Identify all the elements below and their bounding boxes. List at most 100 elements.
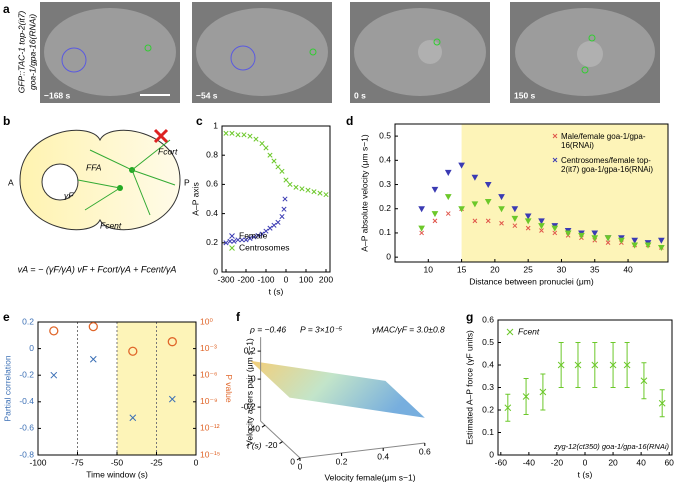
point (574, 361, 582, 369)
point (578, 232, 585, 239)
panel-label: d (346, 114, 353, 128)
point (281, 206, 287, 212)
legend-marker (552, 157, 558, 163)
x-tick-label: -100 (29, 457, 46, 467)
point (525, 225, 531, 231)
point (282, 196, 288, 202)
point (271, 222, 277, 228)
point (511, 206, 519, 213)
y-tick-label: 1 (213, 120, 218, 130)
point (168, 395, 176, 403)
point (323, 192, 329, 198)
point (317, 190, 323, 196)
y-axis-label: A–P absolute velocity (μm s−1) (359, 134, 369, 252)
y-tick-label: 0 (29, 343, 34, 353)
point (444, 169, 452, 176)
point (498, 194, 505, 201)
point (538, 218, 545, 225)
x-tick-label: 0.2 (336, 456, 348, 466)
point (223, 130, 229, 136)
y-tick-label: 0.1 (482, 427, 494, 437)
y-tick-label: 0.5 (379, 130, 391, 140)
x-tick-label: -50 (111, 457, 124, 467)
x-tick-label: -300 (217, 274, 234, 284)
y2-tick-label: 10⁻⁹ (200, 396, 218, 406)
point (227, 238, 233, 244)
legend-marker (506, 328, 514, 336)
x-tick-label: 0 (298, 461, 303, 471)
point (418, 206, 425, 213)
x-tick-label: -40 (523, 457, 536, 467)
x-tick-label: 10 (424, 264, 434, 274)
y-tick-label: 0.4 (482, 359, 494, 369)
x-tick-label: 30 (557, 264, 567, 274)
point (640, 377, 648, 385)
point (267, 225, 273, 231)
point (618, 237, 625, 244)
x-tick-label: 0 (194, 457, 199, 467)
point (293, 184, 299, 190)
y-tick-label: 0.2 (206, 237, 218, 247)
diagram-label: P (184, 177, 190, 187)
z-tick-label: 0 (251, 373, 256, 383)
point (591, 230, 599, 237)
x-tick-label: 15 (457, 264, 467, 274)
panel-label: f (236, 310, 241, 324)
x-tick-label: 0 (583, 457, 588, 467)
y-tick-label: 0.5 (482, 337, 494, 347)
point (275, 219, 281, 225)
z-tick-label: 0.2 (244, 345, 256, 355)
x-axis-label: t (s) (269, 286, 284, 296)
point (299, 186, 305, 192)
diagram-label: FFA (86, 162, 102, 172)
point (263, 145, 269, 151)
panel-label: g (466, 310, 473, 324)
legend-label: Centrosomes (239, 242, 290, 252)
y-tick-label: 0.1 (379, 227, 391, 237)
y2-tick-label: 10⁻¹⁵ (200, 449, 220, 459)
y-axis-label: Partial correlation (2, 355, 12, 421)
point (235, 132, 241, 138)
diagram-label: A (8, 177, 14, 187)
legend-label: Male/female goa-1/gpa-16(RNAi) (561, 132, 646, 150)
legend-marker (552, 133, 558, 139)
point (605, 240, 611, 245)
point (538, 223, 545, 230)
point (275, 164, 281, 170)
point (253, 136, 259, 142)
x-tick-label: -60 (495, 457, 508, 467)
point (251, 234, 257, 240)
point (657, 237, 665, 244)
legend-label: Fcent (518, 326, 540, 336)
point (522, 393, 530, 400)
diagram-label: Fcent (100, 220, 122, 230)
y-tick-label: 0.3 (379, 179, 391, 189)
y2-tick-label: 10⁰ (200, 316, 213, 326)
y-tick-label: 0.4 (379, 155, 391, 165)
y-axis-label: A–P axis (190, 182, 200, 215)
point (604, 235, 612, 242)
x-tick-label: 35 (590, 264, 600, 274)
point (539, 388, 547, 396)
point (551, 225, 559, 232)
y-tick-label: -0.4 (19, 396, 34, 406)
point (419, 230, 424, 236)
x-tick-label: -75 (71, 457, 84, 467)
z-tick-label: -0.2 (241, 401, 256, 411)
point (247, 133, 253, 139)
point (432, 218, 438, 224)
time-label: −54 s (196, 90, 218, 100)
point (458, 206, 465, 213)
t-tick (279, 441, 283, 445)
point (128, 346, 138, 356)
time-label: 0 s (354, 90, 366, 100)
x-tick-label: 20 (608, 457, 618, 467)
y-tick-label: -0.8 (19, 449, 34, 459)
point (431, 211, 439, 218)
point (259, 231, 265, 237)
point (484, 198, 492, 206)
t-tick-label: -40 (248, 423, 261, 433)
point (129, 414, 137, 422)
diagram-label: γF (64, 190, 74, 200)
point (591, 361, 599, 369)
